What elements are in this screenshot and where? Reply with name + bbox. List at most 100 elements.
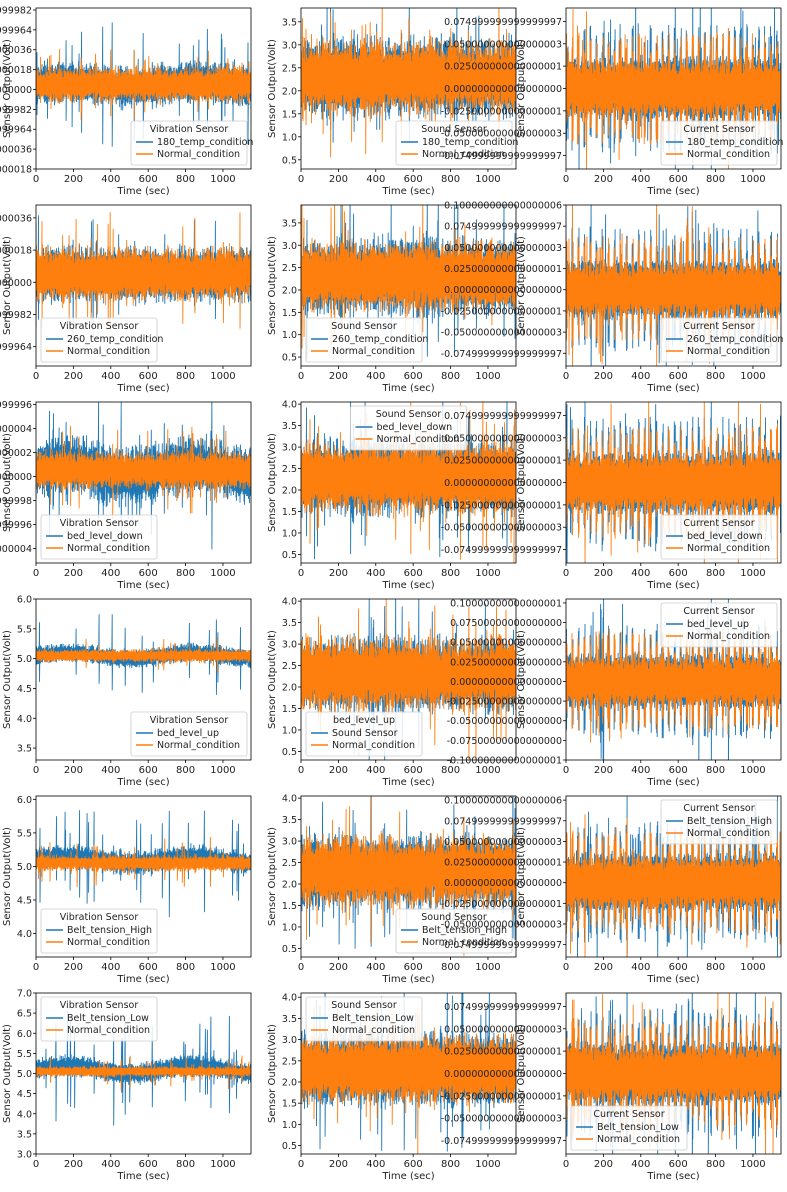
y-tick-label: -0.025000000000000001	[441, 1091, 562, 1102]
legend: Sound Sensor bed_level_downNormal_conditi…	[350, 405, 467, 451]
legend-box	[660, 602, 778, 648]
series-line-Normal_condition	[36, 212, 251, 332]
x-tick-label: 200	[64, 174, 83, 185]
legend-title: Current Sensor	[683, 518, 754, 529]
series-line-Normal_condition	[36, 425, 251, 519]
y-tick-label: 0.000000000000000000	[444, 285, 562, 296]
plot-frame	[300, 598, 517, 761]
legend-entry: Normal_condition	[332, 346, 415, 357]
chart-panel-2-2: 0 200 400 600 800 1000 0.5 1.0 1.5 2.0 2.5 3.0 3.5 Ti…	[267, 204, 517, 394]
y-tick-label: 6.5	[17, 1009, 32, 1020]
x-tick-label: 600	[139, 962, 158, 973]
y-tick-label: 1.0	[282, 725, 297, 736]
y-tick-label: 0.100000000000000006	[444, 796, 562, 807]
y-tick-label: 0.00000000000000000	[450, 677, 562, 688]
x-axis-label: Time (sec)	[646, 383, 699, 394]
legend-entry: 180_temp_condition	[422, 137, 518, 148]
chart-panel-1-2: 0 200 400 600 800 1000 0.5 1.0 1.5 2.0 2.5 3.0 3.5 Ti…	[267, 7, 518, 197]
legend-entry: Belt_tension_Low	[67, 1013, 149, 1024]
series-line-Normal_condition	[566, 626, 781, 743]
x-tick-label: 800	[176, 765, 195, 776]
y-tick-label: 1.0	[282, 330, 297, 341]
y-tick-label: 0.5	[282, 747, 297, 758]
legend-entry: bed_level_down	[377, 422, 453, 433]
legend-entry: Normal_condition	[687, 149, 770, 160]
y-tick-label: -0.02500000000000000	[447, 697, 562, 708]
y-tick-label: 3.0	[282, 1035, 297, 1046]
y-tick-label: 3.5	[282, 1014, 297, 1025]
x-tick-label: 800	[706, 1159, 725, 1170]
x-tick-label: 0	[33, 962, 39, 973]
x-tick-label: 800	[706, 765, 725, 776]
series-line-Normal_condition	[36, 836, 251, 888]
x-tick-label: 600	[669, 765, 688, 776]
plot-frame	[565, 598, 782, 761]
y-tick-label: 0.050000000000000003	[444, 243, 562, 254]
legend-title: Vibration Sensor	[150, 715, 229, 726]
legend-title: Vibration Sensor	[60, 1000, 139, 1011]
y-tick-label: 0.02500000000000000	[450, 657, 562, 668]
x-tick-label: 0	[563, 568, 569, 579]
x-tick-label: 600	[404, 765, 423, 776]
x-tick-label: 200	[329, 1159, 348, 1170]
y-tick-label: 0.10000000000000001	[450, 598, 562, 609]
chart-panel-2-3: 0 200 400 600 800 1000 -0.074999999999999997 -0…	[441, 201, 784, 395]
legend-box	[40, 317, 158, 363]
x-tick-label: 0	[298, 568, 304, 579]
y-tick-label: 2.0	[282, 285, 297, 296]
y-axis-label: Sensor Output(Volt)	[267, 236, 278, 335]
x-tick-label: 200	[329, 962, 348, 973]
y-tick-label: 3.5	[282, 17, 297, 28]
x-tick-label: 800	[441, 962, 460, 973]
y-axis-label: Sensor Output(Volt)	[267, 1024, 278, 1123]
x-axis-label: Time (sec)	[646, 777, 699, 788]
y-tick-label: 0.000000000000000000	[444, 478, 562, 489]
x-tick-label: 800	[441, 371, 460, 382]
legend-entry: 180_temp_condition	[157, 137, 253, 148]
legend: Current Sensor Belt_tension_LowNormal_con…	[570, 1105, 688, 1151]
chart-panel-6-1: 0 200 400 600 800 1000 3.0 3.5 4.0 4.5 5.0 5.5 6.0 6.…	[2, 989, 252, 1182]
y-tick-label: -0.074999999999999997	[441, 349, 562, 360]
y-tick-label: -0.025000000000000001	[441, 306, 562, 317]
legend-box	[660, 514, 778, 560]
x-tick-label: 400	[366, 962, 385, 973]
y-tick-label: 1.0	[282, 132, 297, 143]
legend-entry: bed_level_up	[157, 728, 219, 739]
y-tick-label: 5.4000000000000004	[0, 424, 32, 435]
legend: Vibration Sensor 180_temp_conditionNormal…	[130, 120, 253, 166]
x-tick-label: 800	[176, 371, 195, 382]
series-line-Normal_condition	[301, 8, 516, 158]
x-tick-label: 0	[298, 371, 304, 382]
y-tick-label: 0.5	[282, 1141, 297, 1152]
y-axis-label: Sensor Output(Volt)	[2, 236, 13, 335]
chart-panel-1-3: 0 200 400 600 800 1000 -0.074999999999999997 -0…	[441, 7, 783, 197]
legend-entry: Normal_condition	[67, 1025, 150, 1036]
x-tick-label: 800	[706, 174, 725, 185]
legend-entry: Belt_tension_High	[67, 925, 152, 936]
legend: Current Sensor bed_level_downNormal_condi…	[660, 514, 778, 560]
plot-frame	[565, 795, 782, 958]
legend-entry: Normal_condition	[687, 346, 770, 357]
chart-panel-5-1: 0 200 400 600 800 1000 4.0 4.5 5.0 5.5 6.0 Time (se…	[2, 795, 252, 985]
y-tick-label: 2.0	[282, 880, 297, 891]
y-tick-label: 0.050000000000000003	[444, 433, 562, 444]
x-tick-label: 200	[329, 765, 348, 776]
y-tick-label: 3.0	[282, 640, 297, 651]
x-tick-label: 800	[441, 765, 460, 776]
x-tick-label: 1000	[740, 765, 765, 776]
legend-entry: Sound Sensor	[332, 728, 398, 739]
y-axis-label: Sensor Output(Volt)	[267, 433, 278, 532]
x-tick-label: 600	[669, 371, 688, 382]
y-tick-label: 4.59999999999999964	[0, 342, 32, 353]
y-axis-label: Sensor Output(Volt)	[516, 39, 527, 138]
plot-frame	[300, 7, 517, 170]
x-tick-label: 600	[404, 371, 423, 382]
y-tick-label: 0.025000000000000001	[444, 456, 562, 467]
y-tick-label: 0.5	[282, 353, 297, 364]
legend: Sound Sensor 260_temp_conditionNormal_con…	[305, 317, 428, 363]
x-tick-label: 200	[64, 568, 83, 579]
x-tick-label: 200	[594, 568, 613, 579]
y-tick-label: -0.025000000000000001	[441, 500, 562, 511]
